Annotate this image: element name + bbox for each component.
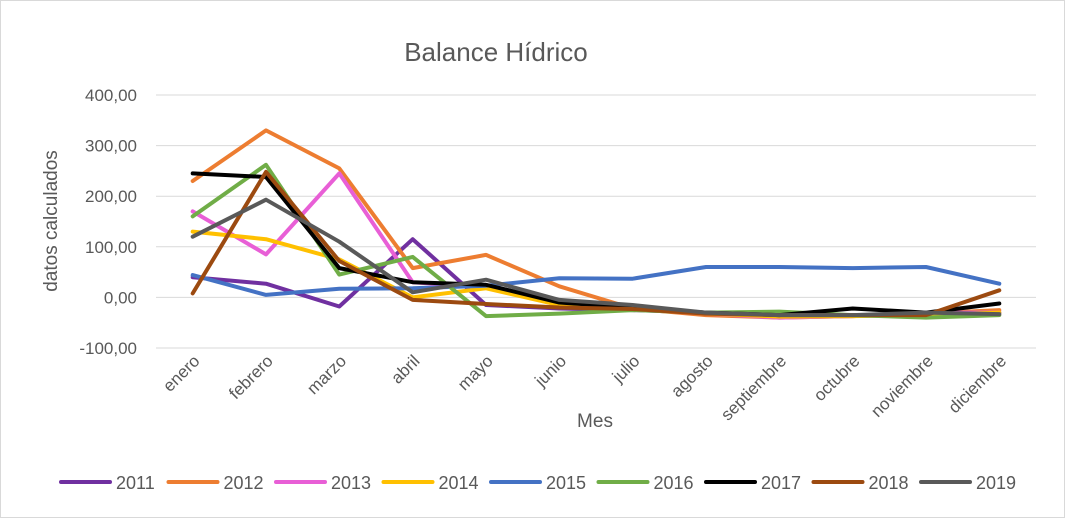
series-lines bbox=[190, 128, 1002, 320]
x-tick-label: enero bbox=[159, 351, 203, 395]
series-line-2018 bbox=[190, 169, 1002, 318]
y-tick-label: -100,00 bbox=[79, 339, 137, 358]
y-tick-label: 400,00 bbox=[85, 86, 137, 105]
legend-label: 2015 bbox=[546, 473, 586, 493]
legend-label: 2013 bbox=[331, 473, 371, 493]
x-tick-label: diciembre bbox=[945, 351, 1011, 417]
x-tick-label: marzo bbox=[303, 351, 350, 398]
series-line-2015 bbox=[190, 265, 1002, 297]
legend-label: 2016 bbox=[654, 473, 694, 493]
series-line-2017 bbox=[190, 171, 1002, 318]
x-tick-label: noviembre bbox=[867, 351, 937, 421]
gridlines bbox=[156, 94, 1036, 349]
series-line-2019 bbox=[190, 197, 1002, 318]
x-tick-label: febrero bbox=[225, 351, 277, 403]
chart-title: Balance Hídrico bbox=[404, 37, 588, 67]
legend: 2011 2012 2013 2014 2015 2016 2017 2018 2019 bbox=[59, 473, 1016, 493]
y-tick-label: 0,00 bbox=[104, 288, 137, 307]
x-tick-label: agosto bbox=[667, 351, 717, 401]
x-tick-label: octubre bbox=[810, 351, 864, 405]
x-axis-title: Mes bbox=[577, 411, 613, 432]
y-tick-label: 300,00 bbox=[85, 137, 137, 156]
legend-label: 2019 bbox=[976, 473, 1016, 493]
series-line-2016 bbox=[190, 162, 1002, 320]
legend-label: 2011 bbox=[116, 473, 155, 493]
x-tick-label: julio bbox=[608, 351, 644, 387]
legend-label: 2014 bbox=[439, 473, 479, 493]
y-axis-ticks: -100,00 0,00 100,00 200,00 300,00 400,00 bbox=[79, 86, 137, 358]
y-tick-label: 200,00 bbox=[85, 187, 137, 206]
y-tick-label: 100,00 bbox=[85, 238, 137, 257]
x-tick-label: abril bbox=[387, 351, 423, 387]
x-tick-label: mayo bbox=[454, 351, 497, 394]
legend-label: 2017 bbox=[761, 473, 801, 493]
x-tick-label: septiembre bbox=[717, 351, 790, 424]
legend-label: 2018 bbox=[869, 473, 909, 493]
x-tick-label: junio bbox=[531, 351, 571, 391]
legend-label: 2012 bbox=[224, 473, 264, 493]
y-axis-title: datos calculados bbox=[41, 150, 62, 292]
